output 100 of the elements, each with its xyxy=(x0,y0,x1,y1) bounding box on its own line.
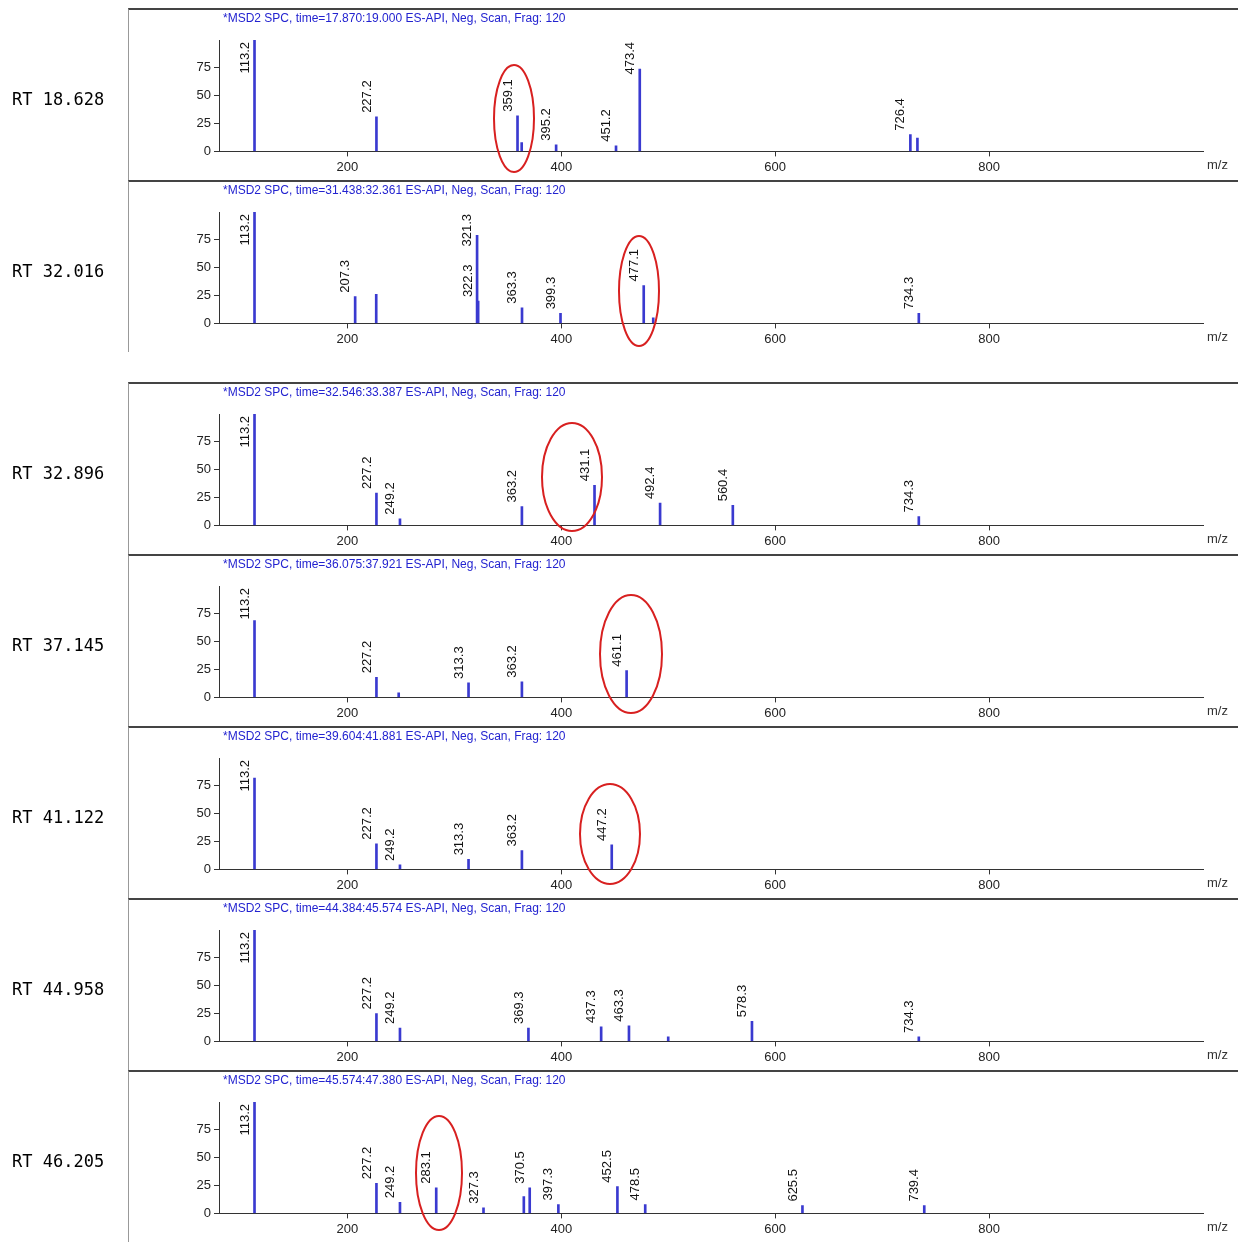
y-tick-label: 50 xyxy=(196,633,211,649)
annotation: 227.2 xyxy=(358,977,374,1010)
annotation: 113.2 xyxy=(236,931,252,964)
annotation: 734.3 xyxy=(900,479,916,513)
x-tick-label: 800 xyxy=(978,330,1000,346)
bar xyxy=(375,116,378,152)
bar xyxy=(557,1204,560,1214)
annotation: 249.2 xyxy=(382,991,398,1025)
annotation: 370.5 xyxy=(511,1151,527,1184)
annotation: 249.2 xyxy=(382,828,398,861)
annotation: 313.3 xyxy=(450,822,466,856)
annotation: 113.2 xyxy=(236,41,252,74)
y-tick-label: 75 xyxy=(196,231,211,247)
x-tick-label: 600 xyxy=(764,532,787,548)
chart-title: *MSD2 SPC, time=45.574:47.380 ES-API, Neg, Scan, Frag: 120 xyxy=(222,1072,567,1088)
y-tick-label: 25 xyxy=(196,1177,211,1193)
annotation: 478.5 xyxy=(627,1167,643,1201)
y-tick-label: 50 xyxy=(196,259,211,275)
annotation: 734.3 xyxy=(900,1000,916,1033)
annotation: 726.4 xyxy=(892,98,908,131)
y-tick-label: 0 xyxy=(203,860,211,876)
annotation: 227.2 xyxy=(358,1146,374,1180)
bar xyxy=(638,68,642,152)
annotation: 473.4 xyxy=(621,41,637,75)
y-tick-label: 0 xyxy=(203,142,211,158)
annotation: 207.3 xyxy=(337,260,353,293)
annotation: 113.2 xyxy=(236,587,252,620)
x-tick-label: 200 xyxy=(336,330,359,346)
annotation: 363.2 xyxy=(503,469,519,503)
x-tick-label: 200 xyxy=(336,876,359,892)
y-tick-label: 75 xyxy=(196,59,211,75)
x-axis-title: m/z xyxy=(1207,157,1228,173)
chart-title: *MSD2 SPC, time=36.075:37.921 ES-API, Neg, Scan, Frag: 120 xyxy=(222,556,567,572)
annotation: 397.3 xyxy=(540,1167,556,1201)
bar xyxy=(253,212,256,324)
annotation: 227.2 xyxy=(358,807,374,840)
y-tick-label: 25 xyxy=(196,833,211,849)
chart-title: *MSD2 SPC, time=44.384:45.574 ES-API, Neg, Scan, Frag: 120 xyxy=(222,900,567,916)
bar xyxy=(922,1205,926,1214)
annotation: 363.2 xyxy=(503,645,519,678)
x-tick-label: 400 xyxy=(550,1220,573,1236)
annotation: 327.3 xyxy=(465,1171,481,1204)
bar xyxy=(527,1027,530,1042)
x-tick-label: 200 xyxy=(336,1048,359,1064)
bar xyxy=(253,414,256,526)
annotation: 461.1 xyxy=(608,634,624,667)
bar xyxy=(559,313,562,324)
y-tick-label: 25 xyxy=(196,287,211,303)
bar xyxy=(801,1205,804,1214)
x-axis-title: m/z xyxy=(1207,1219,1228,1235)
x-axis-title: m/z xyxy=(1207,1047,1228,1063)
y-tick-label: 25 xyxy=(196,489,211,505)
bar xyxy=(375,1013,378,1042)
y-axis-title: RT 32.896 xyxy=(11,462,106,485)
annotation: 359.1 xyxy=(499,79,515,112)
chart-title: *MSD2 SPC, time=32.546:33.387 ES-API, Neg, Scan, Frag: 120 xyxy=(222,384,567,400)
y-axis-title: RT 46.205 xyxy=(11,1150,106,1173)
x-tick-label: 800 xyxy=(978,1048,1000,1064)
y-tick-label: 75 xyxy=(196,949,211,965)
bar xyxy=(528,1187,532,1214)
x-tick-label: 400 xyxy=(550,158,573,174)
y-axis-title: RT 41.122 xyxy=(11,806,106,829)
annotation: 113.2 xyxy=(236,1103,252,1136)
annotation: 437.3 xyxy=(583,990,599,1023)
x-tick-label: 400 xyxy=(550,876,573,892)
x-tick-label: 600 xyxy=(764,330,787,346)
bar xyxy=(522,1196,526,1214)
x-axis-title: m/z xyxy=(1207,329,1228,345)
y-tick-label: 25 xyxy=(196,1005,211,1021)
bar xyxy=(375,492,378,526)
annotation: 227.2 xyxy=(358,640,374,674)
annotation: 113.2 xyxy=(236,213,252,246)
bar xyxy=(917,516,921,526)
bar xyxy=(253,930,256,1042)
x-tick-label: 800 xyxy=(978,532,1000,548)
y-tick-label: 50 xyxy=(196,87,211,103)
annotation: 492.4 xyxy=(642,466,658,500)
annotation: 321.3 xyxy=(459,213,475,247)
y-tick-label: 25 xyxy=(196,115,211,131)
chart-title: *MSD2 SPC, time=31.438:32.361 ES-API, Neg, Scan, Frag: 120 xyxy=(222,182,567,198)
bar xyxy=(625,670,628,698)
annotation: 739.4 xyxy=(906,1169,922,1202)
annotation: 734.3 xyxy=(900,276,916,310)
y-axis-title: RT 37.145 xyxy=(11,634,106,657)
bar xyxy=(375,843,378,870)
y-tick-label: 75 xyxy=(196,605,211,621)
x-tick-label: 400 xyxy=(550,704,573,720)
annotation: 113.2 xyxy=(236,415,252,448)
x-tick-label: 600 xyxy=(764,704,787,720)
annotation: 560.4 xyxy=(714,468,730,502)
annotation: 283.1 xyxy=(418,1151,434,1184)
annotation: 369.3 xyxy=(510,991,526,1025)
annotation: 249.2 xyxy=(382,482,398,515)
y-tick-label: 50 xyxy=(196,977,211,993)
bar xyxy=(516,115,519,152)
x-axis-title: m/z xyxy=(1207,875,1228,891)
bar xyxy=(467,682,470,698)
y-axis-title: RT 44.958 xyxy=(11,978,106,1001)
bar xyxy=(253,1102,256,1214)
x-tick-label: 600 xyxy=(764,1220,787,1236)
